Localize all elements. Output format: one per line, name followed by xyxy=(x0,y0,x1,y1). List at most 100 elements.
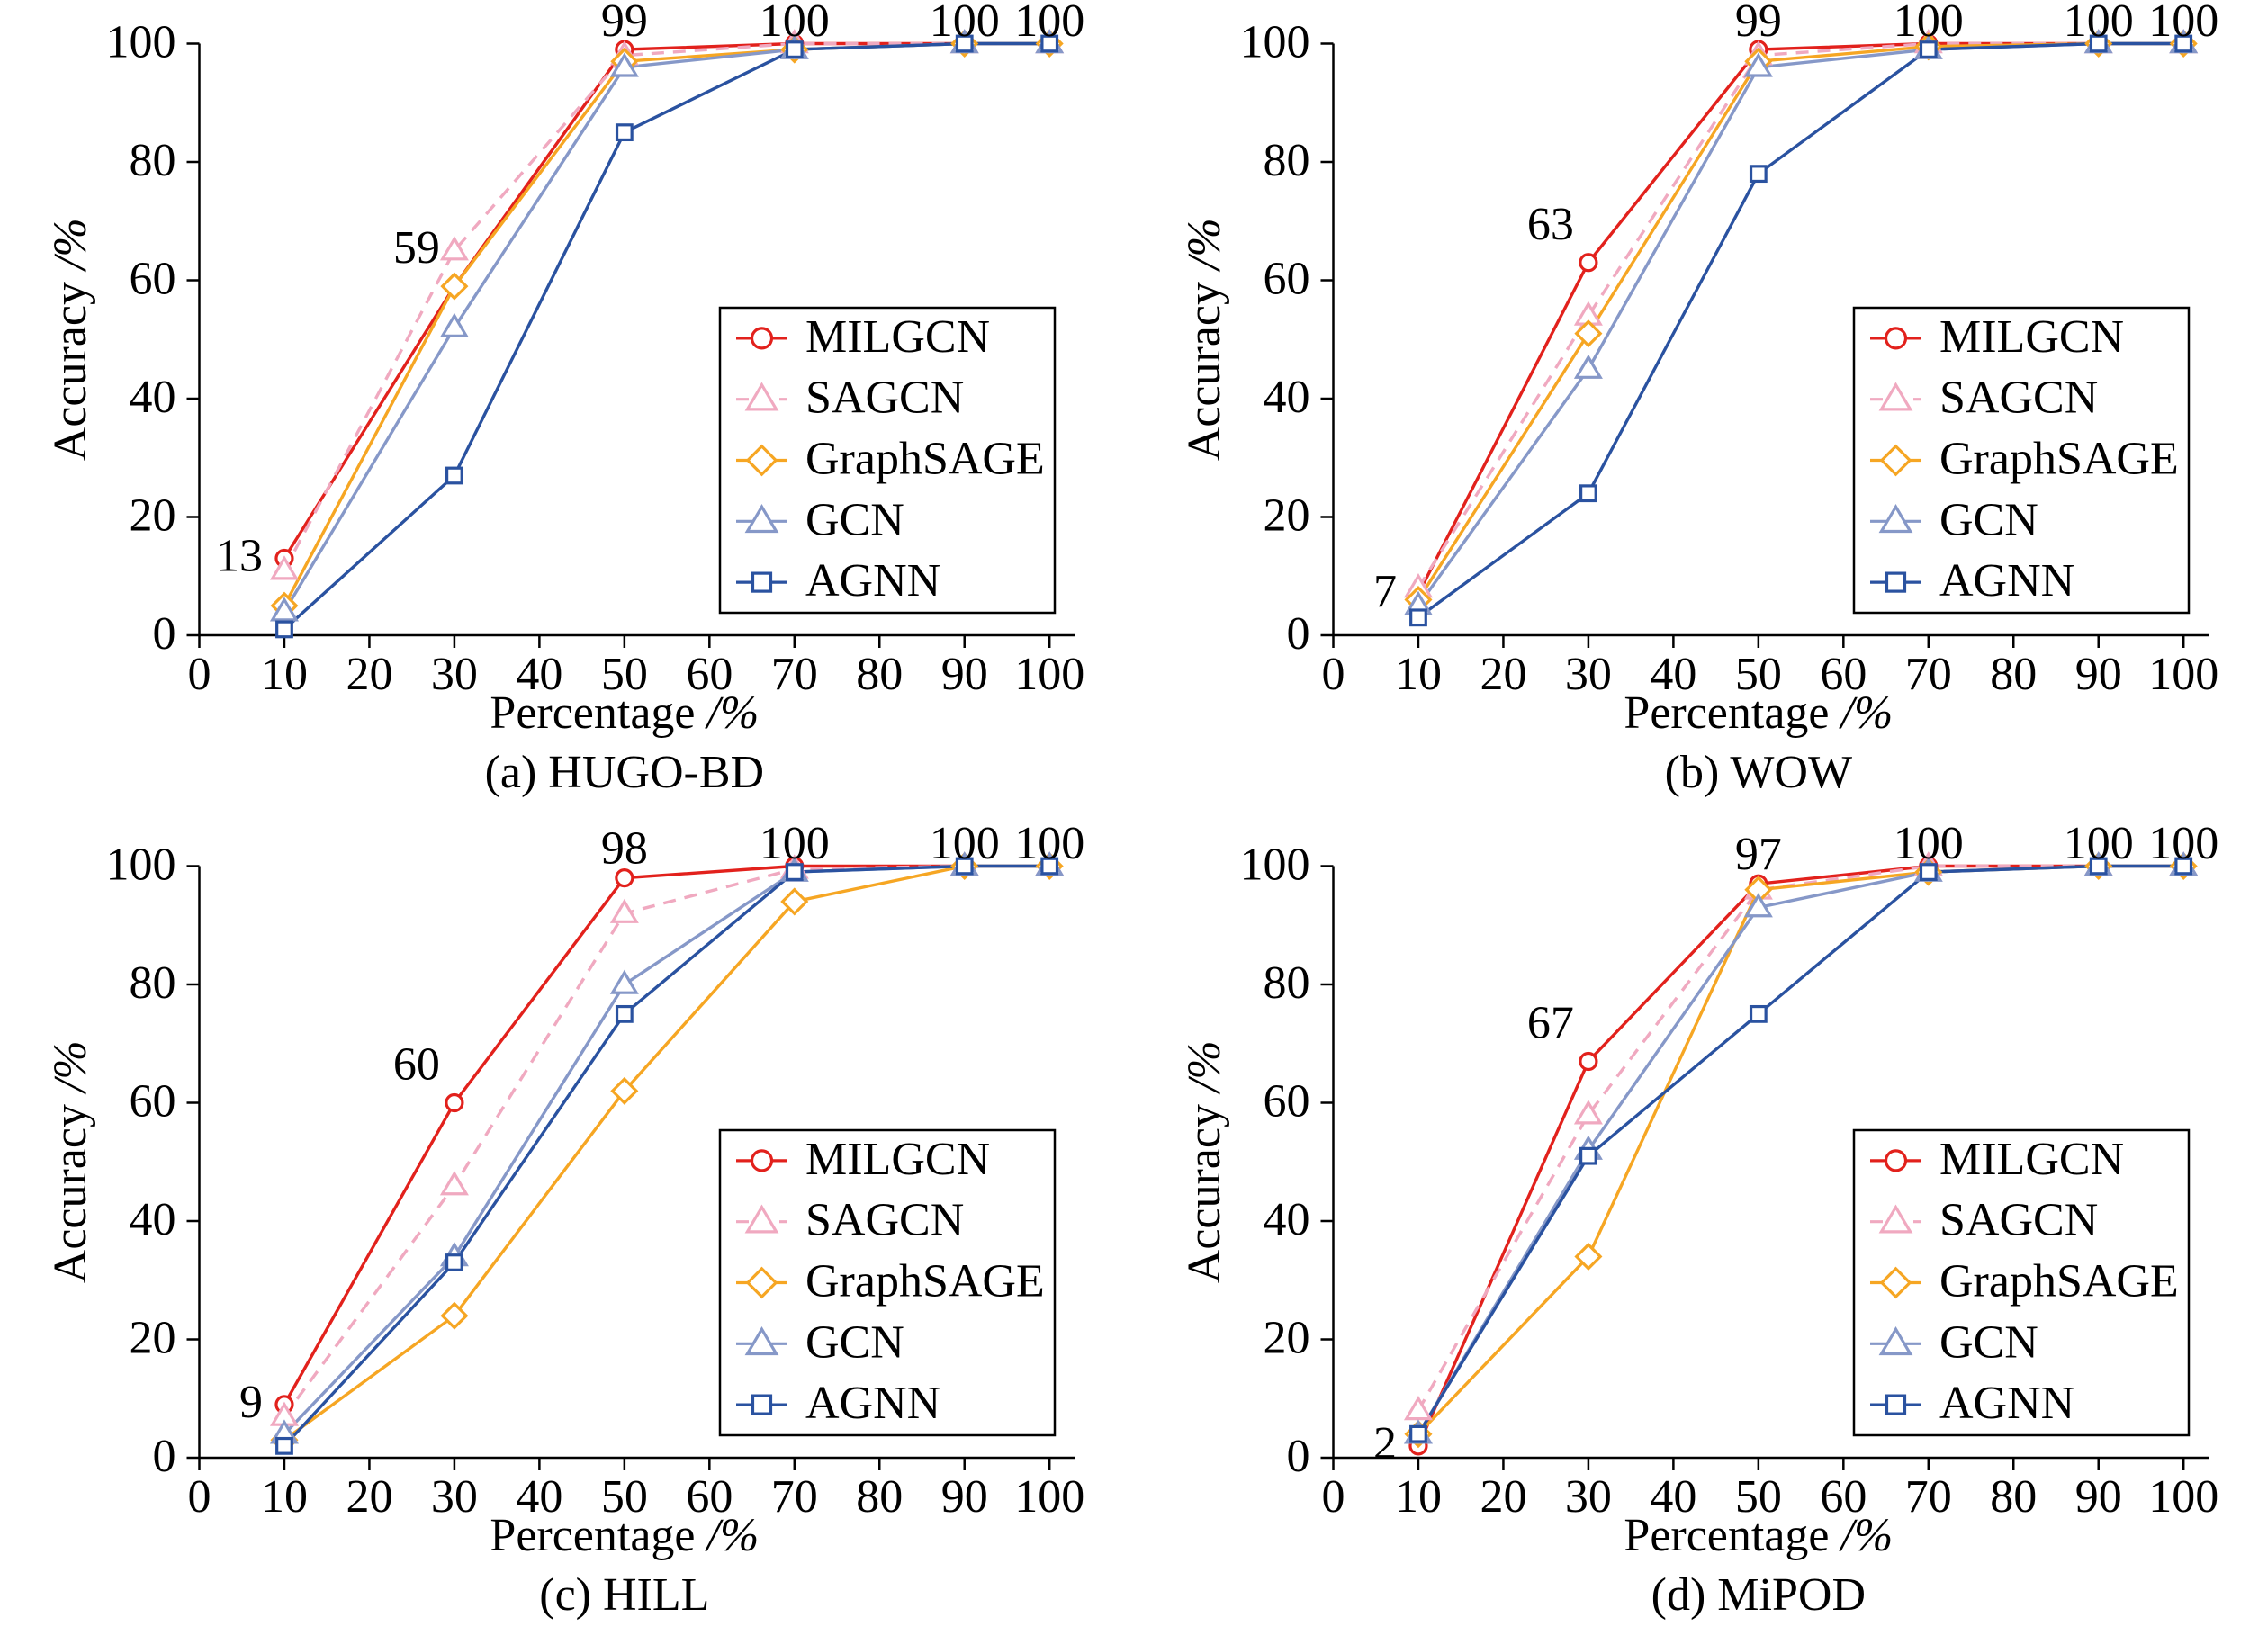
svg-text:Accuracy /%: Accuracy /% xyxy=(1179,1040,1230,1283)
svg-text:MILGCN: MILGCN xyxy=(1940,311,2124,363)
svg-text:70: 70 xyxy=(1905,1471,1952,1523)
svg-text:100: 100 xyxy=(760,0,830,47)
svg-text:60: 60 xyxy=(130,254,176,305)
svg-text:40: 40 xyxy=(130,1194,176,1245)
svg-text:99: 99 xyxy=(601,0,648,47)
svg-text:0: 0 xyxy=(1287,608,1310,660)
svg-text:30: 30 xyxy=(431,649,478,700)
svg-text:AGNN: AGNN xyxy=(1940,1378,2074,1429)
svg-text:AGNN: AGNN xyxy=(806,555,940,606)
svg-text:Accuracy /%: Accuracy /% xyxy=(45,218,96,461)
svg-text:67: 67 xyxy=(1527,997,1574,1048)
svg-text:SAGCN: SAGCN xyxy=(806,1194,964,1245)
svg-text:100: 100 xyxy=(106,17,176,68)
svg-text:20: 20 xyxy=(1264,1312,1310,1363)
svg-text:100: 100 xyxy=(1014,822,1084,869)
svg-text:90: 90 xyxy=(2075,1471,2122,1523)
svg-text:20: 20 xyxy=(130,1312,176,1363)
svg-text:100: 100 xyxy=(1240,839,1310,890)
svg-text:100: 100 xyxy=(106,839,176,890)
svg-text:GCN: GCN xyxy=(1940,494,2038,545)
svg-text:99: 99 xyxy=(1735,0,1782,47)
svg-text:0: 0 xyxy=(1322,649,1346,700)
svg-text:97: 97 xyxy=(1735,829,1782,880)
svg-text:(c) HILL: (c) HILL xyxy=(539,1569,709,1621)
svg-text:Percentage /%: Percentage /% xyxy=(1624,1510,1893,1561)
svg-text:100: 100 xyxy=(2148,1471,2218,1523)
svg-text:SAGCN: SAGCN xyxy=(1940,373,2098,424)
svg-text:100: 100 xyxy=(2064,0,2134,47)
svg-text:10: 10 xyxy=(261,649,308,700)
svg-text:Accuracy /%: Accuracy /% xyxy=(45,1040,96,1283)
svg-text:10: 10 xyxy=(1395,1471,1442,1523)
svg-text:100: 100 xyxy=(1894,0,1964,47)
svg-text:40: 40 xyxy=(1264,1194,1310,1245)
svg-text:100: 100 xyxy=(930,822,1000,869)
svg-text:60: 60 xyxy=(1264,254,1310,305)
svg-text:100: 100 xyxy=(1240,17,1310,68)
svg-text:30: 30 xyxy=(1565,649,1612,700)
svg-text:20: 20 xyxy=(346,1471,392,1523)
svg-text:70: 70 xyxy=(1905,649,1952,700)
svg-text:60: 60 xyxy=(130,1075,176,1127)
svg-text:0: 0 xyxy=(1322,1471,1346,1523)
svg-text:60: 60 xyxy=(393,1038,440,1090)
svg-text:0: 0 xyxy=(188,649,212,700)
svg-text:80: 80 xyxy=(130,135,176,186)
svg-text:100: 100 xyxy=(1894,822,1964,869)
svg-text:10: 10 xyxy=(1395,649,1442,700)
svg-text:(d) MiPOD: (d) MiPOD xyxy=(1652,1569,1866,1621)
svg-text:100: 100 xyxy=(2148,0,2218,47)
svg-text:100: 100 xyxy=(2064,822,2134,869)
svg-text:7: 7 xyxy=(1373,566,1397,617)
svg-text:AGNN: AGNN xyxy=(1940,555,2074,606)
svg-text:MILGCN: MILGCN xyxy=(1940,1133,2124,1184)
svg-text:80: 80 xyxy=(130,957,176,1009)
svg-text:63: 63 xyxy=(1527,199,1574,250)
svg-text:GCN: GCN xyxy=(806,494,904,545)
svg-text:0: 0 xyxy=(153,1431,176,1482)
svg-text:AGNN: AGNN xyxy=(806,1378,940,1429)
svg-text:20: 20 xyxy=(1264,490,1310,542)
svg-text:SAGCN: SAGCN xyxy=(1940,1194,2098,1245)
svg-text:(a) HUGO-BD: (a) HUGO-BD xyxy=(485,747,764,798)
svg-text:90: 90 xyxy=(941,1471,988,1523)
svg-text:70: 70 xyxy=(771,649,818,700)
svg-text:MILGCN: MILGCN xyxy=(806,311,990,363)
svg-text:100: 100 xyxy=(1014,649,1084,700)
svg-text:GraphSAGE: GraphSAGE xyxy=(806,434,1045,485)
svg-text:0: 0 xyxy=(188,1471,212,1523)
svg-text:100: 100 xyxy=(2148,649,2218,700)
svg-text:GraphSAGE: GraphSAGE xyxy=(1940,434,2179,485)
svg-text:Percentage /%: Percentage /% xyxy=(490,687,759,739)
svg-text:20: 20 xyxy=(1480,1471,1526,1523)
svg-text:GCN: GCN xyxy=(1940,1316,2038,1368)
svg-text:GraphSAGE: GraphSAGE xyxy=(806,1255,1045,1307)
svg-text:Percentage /%: Percentage /% xyxy=(490,1510,759,1561)
svg-text:80: 80 xyxy=(856,649,903,700)
svg-text:100: 100 xyxy=(1014,0,1084,47)
svg-text:100: 100 xyxy=(930,0,1000,47)
svg-text:70: 70 xyxy=(771,1471,818,1523)
svg-text:100: 100 xyxy=(760,822,830,869)
svg-text:40: 40 xyxy=(1264,372,1310,423)
svg-text:9: 9 xyxy=(239,1376,263,1427)
svg-text:Accuracy /%: Accuracy /% xyxy=(1179,218,1230,461)
svg-text:MILGCN: MILGCN xyxy=(806,1133,990,1184)
svg-text:Percentage /%: Percentage /% xyxy=(1624,687,1893,739)
svg-text:0: 0 xyxy=(153,608,176,660)
svg-text:59: 59 xyxy=(393,222,440,274)
svg-text:10: 10 xyxy=(261,1471,308,1523)
svg-text:2: 2 xyxy=(1373,1417,1397,1469)
svg-text:100: 100 xyxy=(1014,1471,1084,1523)
svg-text:GCN: GCN xyxy=(806,1316,904,1368)
svg-text:30: 30 xyxy=(431,1471,478,1523)
svg-text:80: 80 xyxy=(1264,957,1310,1009)
svg-text:20: 20 xyxy=(1480,649,1526,700)
svg-text:GraphSAGE: GraphSAGE xyxy=(1940,1255,2179,1307)
svg-text:20: 20 xyxy=(130,490,176,542)
svg-text:30: 30 xyxy=(1565,1471,1612,1523)
svg-text:90: 90 xyxy=(2075,649,2122,700)
svg-text:80: 80 xyxy=(1990,649,2037,700)
svg-text:80: 80 xyxy=(1990,1471,2037,1523)
